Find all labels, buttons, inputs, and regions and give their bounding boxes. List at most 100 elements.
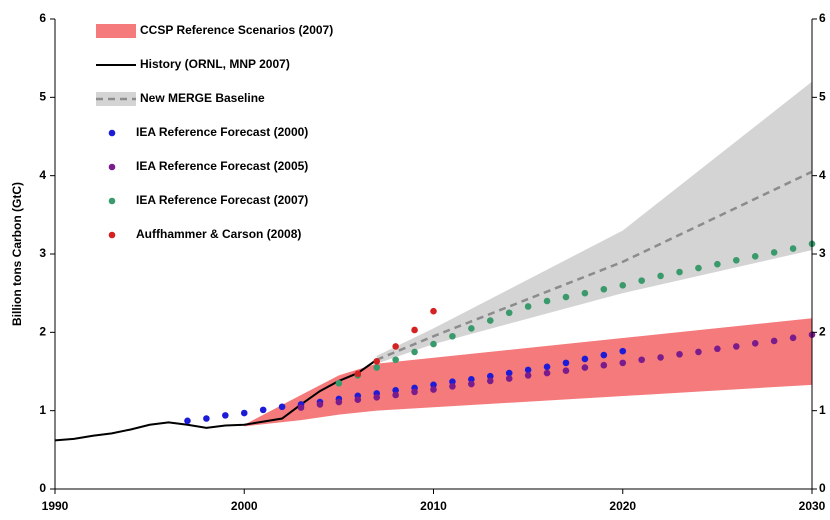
point — [619, 359, 627, 367]
point — [581, 289, 589, 297]
legend-swatch — [108, 163, 116, 171]
point — [316, 401, 324, 408]
point — [335, 379, 343, 387]
x-tick-label: 2030 — [799, 499, 826, 513]
point — [733, 256, 740, 264]
y-tick-label: 1 — [39, 403, 46, 417]
point — [676, 350, 683, 358]
y-tick-label: 6 — [39, 11, 46, 25]
band — [376, 81, 812, 364]
point — [430, 386, 437, 393]
point — [449, 332, 456, 340]
x-tick-label: 2000 — [231, 499, 258, 513]
point — [411, 326, 418, 334]
point — [524, 372, 532, 379]
point — [505, 309, 513, 317]
legend-swatch — [96, 24, 136, 38]
point — [600, 285, 608, 293]
point — [505, 369, 513, 377]
point — [430, 307, 437, 315]
dashed-line — [376, 170, 813, 361]
point — [411, 388, 418, 396]
point — [222, 412, 229, 419]
y-tick-label: 2 — [39, 325, 46, 339]
legend-item: Auffhammer & Carson (2008) — [108, 227, 301, 241]
point — [562, 293, 570, 301]
point — [657, 272, 664, 280]
point — [486, 377, 494, 385]
point — [619, 282, 627, 289]
x-tick-label: 2020 — [609, 499, 636, 513]
legend-swatch — [96, 92, 136, 106]
point — [486, 372, 494, 380]
legend-item: History (ORNL, MNP 2007) — [96, 57, 290, 71]
point — [203, 415, 210, 422]
point — [468, 380, 475, 388]
y-tick-label: 0 — [39, 481, 46, 495]
y2-tick-label: 6 — [819, 11, 826, 25]
point — [543, 297, 551, 305]
point — [695, 348, 702, 356]
legend-item: CCSP Reference Scenarios (2007) — [96, 23, 333, 38]
point — [524, 366, 532, 374]
point — [789, 334, 797, 342]
legend-label: New MERGE Baseline — [140, 91, 265, 105]
point — [562, 367, 570, 375]
point — [714, 345, 721, 353]
point — [468, 325, 475, 332]
point — [240, 409, 248, 417]
point — [392, 387, 399, 394]
point — [373, 358, 381, 365]
point — [600, 361, 608, 369]
point — [335, 398, 343, 406]
point — [562, 359, 570, 367]
point — [770, 249, 778, 256]
y2-tick-label: 0 — [819, 481, 826, 495]
x-tick-label: 2010 — [420, 499, 447, 513]
point — [638, 356, 645, 364]
point — [468, 376, 475, 383]
y-tick-label: 3 — [39, 246, 46, 260]
point — [392, 356, 399, 364]
point — [751, 253, 759, 260]
point — [392, 391, 399, 399]
legend-swatch — [108, 129, 116, 137]
point — [524, 303, 532, 310]
point — [373, 394, 381, 401]
legend-label: IEA Reference Forecast (2005) — [136, 159, 308, 173]
point — [695, 264, 702, 272]
legend-item: IEA Reference Forecast (2007) — [108, 193, 308, 207]
point — [354, 396, 362, 404]
legend-label: History (ORNL, MNP 2007) — [140, 57, 290, 71]
point — [751, 340, 759, 347]
y2-tick-label: 5 — [819, 90, 826, 104]
legend-label: Auffhammer & Carson (2008) — [136, 227, 301, 241]
point — [789, 245, 797, 252]
point — [430, 381, 437, 389]
point — [354, 370, 362, 378]
point — [543, 363, 551, 371]
y2-tick-label: 1 — [819, 403, 826, 417]
y2-tick-label: 2 — [819, 325, 826, 339]
point — [430, 340, 437, 348]
point — [676, 268, 683, 276]
legend-item: IEA Reference Forecast (2005) — [108, 159, 308, 173]
point — [543, 369, 551, 377]
point — [411, 348, 418, 356]
point — [638, 277, 645, 284]
legend-label: CCSP Reference Scenarios (2007) — [140, 23, 333, 37]
x-tick-label: 1990 — [42, 499, 69, 513]
legend-label: IEA Reference Forecast (2007) — [136, 193, 308, 207]
point — [770, 337, 778, 345]
point — [392, 343, 399, 350]
point — [373, 364, 381, 371]
point — [619, 347, 627, 355]
point — [486, 317, 494, 324]
y-axis-label: Billion tons Carbon (GtC) — [10, 182, 24, 326]
point — [505, 375, 513, 382]
y2-tick-label: 4 — [819, 168, 826, 182]
point — [600, 351, 608, 359]
point — [297, 404, 305, 411]
y-tick-label: 4 — [39, 168, 46, 182]
